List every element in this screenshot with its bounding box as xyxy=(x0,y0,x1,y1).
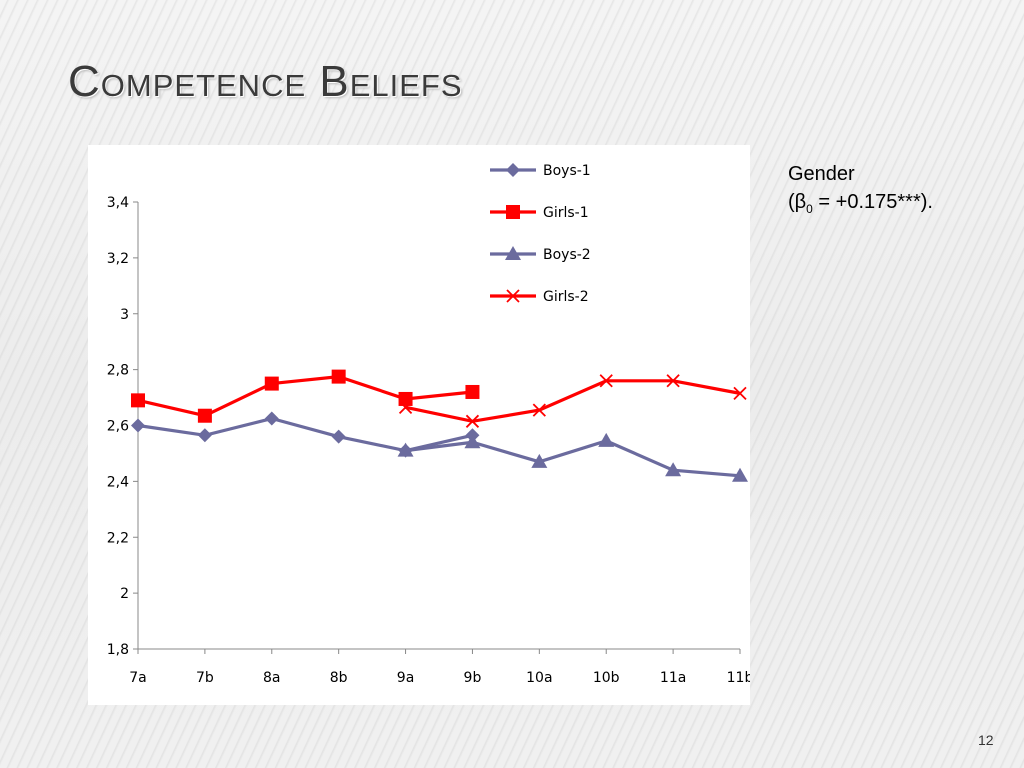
x-tick-label: 7a xyxy=(129,670,147,686)
y-tick-label: 2,2 xyxy=(107,530,129,546)
legend-marker-girls-2 xyxy=(506,289,520,303)
point-girls-2 xyxy=(666,374,680,388)
point-boys-1 xyxy=(131,418,145,433)
point-boys-1 xyxy=(197,428,212,443)
point-boys-2 xyxy=(665,462,682,477)
point-girls-2 xyxy=(465,414,480,428)
x-tick-label: 10b xyxy=(593,670,620,686)
gender-note: Gender (β0 = +0.175***). xyxy=(788,160,933,223)
y-tick-label: 2 xyxy=(120,586,129,602)
legend-marker-girls-1 xyxy=(506,205,520,219)
point-girls-2 xyxy=(532,403,546,417)
legend-label-girls-2: Girls-2 xyxy=(543,289,589,305)
point-girls-2 xyxy=(733,386,747,401)
legend-label-boys-1: Boys-1 xyxy=(543,163,591,179)
page-number: 12 xyxy=(978,732,994,748)
point-girls-2 xyxy=(398,400,413,414)
line-chart: 1,8 2 2,2 2,4 2,6 2,8 3 3,2 3,4 7a 7b 8a 8b 9a 9b 10a 10… xyxy=(107,163,753,686)
point-girls-1 xyxy=(197,408,212,423)
series-line-girls-2 xyxy=(405,379,741,423)
x-tick-label: 11b xyxy=(727,670,750,686)
legend-label-boys-2: Boys-2 xyxy=(543,247,591,263)
y-tick-label: 2,6 xyxy=(107,419,129,435)
point-boys-2 xyxy=(464,434,481,449)
note-coefficient-prefix: (β xyxy=(788,191,807,213)
point-girls-1 xyxy=(131,393,145,408)
point-girls-2 xyxy=(599,374,613,388)
slide-title: Competence Beliefs xyxy=(68,57,463,106)
chart-area: 1,8 2 2,2 2,4 2,6 2,8 3 3,2 3,4 7a 7b 8a 8b 9a 9b 10a 10… xyxy=(88,145,753,705)
y-tick-label: 2,8 xyxy=(107,363,129,379)
y-tick-label: 3 xyxy=(120,307,129,323)
y-tick-label: 3,4 xyxy=(107,195,129,211)
y-tick-label: 1,8 xyxy=(107,642,129,658)
y-tick-label: 2,4 xyxy=(107,474,129,490)
point-boys-2 xyxy=(531,453,548,468)
x-tick-label: 11a xyxy=(660,670,686,686)
x-tick-label: 9a xyxy=(397,670,415,686)
series-line-boys-1 xyxy=(137,416,473,453)
x-tick-label: 10a xyxy=(526,670,552,686)
series-line-boys-2 xyxy=(405,439,741,478)
point-boys-2 xyxy=(732,467,748,482)
note-heading: Gender xyxy=(788,163,855,185)
point-boys-1 xyxy=(264,411,279,426)
point-boys-2 xyxy=(397,442,414,457)
note-coefficient: (β0 = +0.175***). xyxy=(788,188,933,223)
x-tick-label: 7b xyxy=(196,670,214,686)
point-girls-1 xyxy=(331,369,346,384)
point-girls-1 xyxy=(465,384,480,399)
point-boys-1 xyxy=(331,429,346,444)
legend-marker-boys-1 xyxy=(506,163,520,177)
point-girls-1 xyxy=(398,391,413,406)
note-coefficient-value: = +0.175***). xyxy=(812,191,933,213)
note-coefficient-subscript: 0 xyxy=(806,202,813,216)
y-tick-label: 3,2 xyxy=(107,251,129,267)
legend-label-girls-1: Girls-1 xyxy=(543,205,589,221)
x-tick-label: 8a xyxy=(263,670,281,686)
series-line-girls-1 xyxy=(137,374,473,418)
point-boys-2 xyxy=(598,432,615,447)
x-tick-label: 8b xyxy=(330,670,348,686)
legend-marker-boys-2 xyxy=(505,246,521,260)
point-girls-1 xyxy=(264,376,279,391)
x-tick-label: 9b xyxy=(464,670,482,686)
